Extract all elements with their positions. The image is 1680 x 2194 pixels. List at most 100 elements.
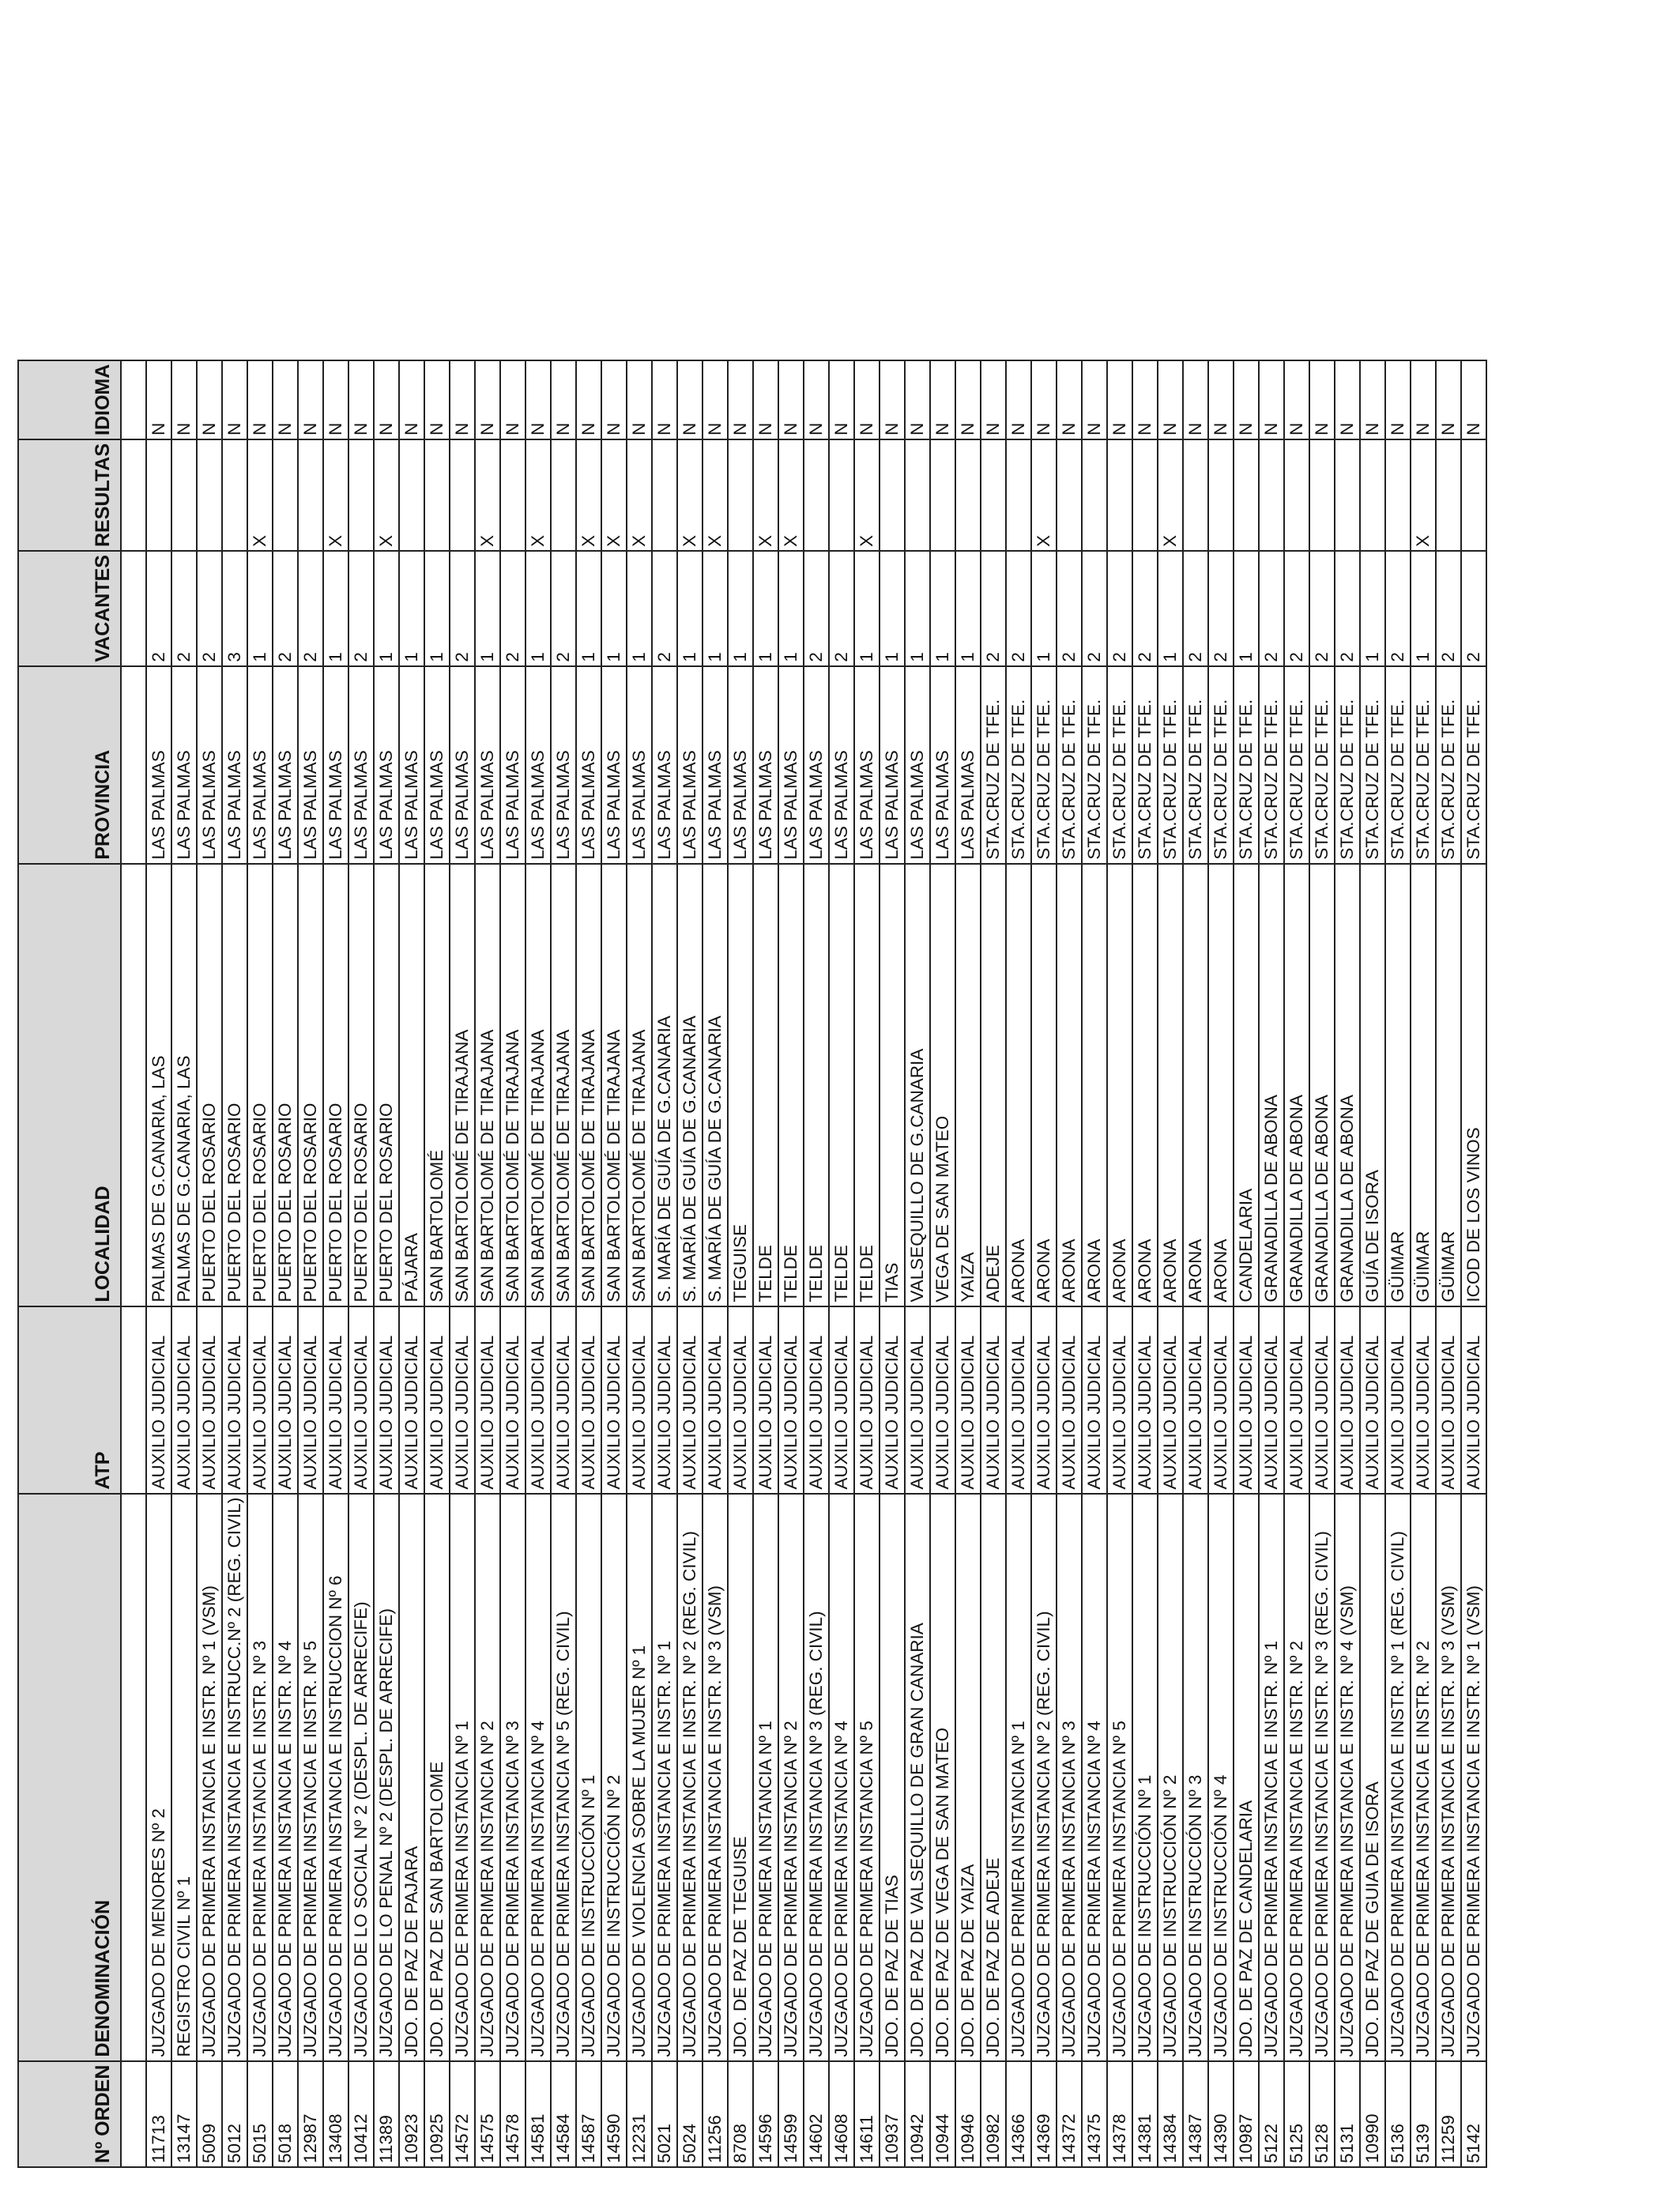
table-row: 14584 JUZGADO DE PRIMERA INSTANCIA Nº 5 (… (551, 360, 576, 2167)
idioma-cell: N (1461, 360, 1486, 439)
atp-cell: AUXILIO JUDICIAL (475, 1306, 500, 1494)
denominacion-cell: JUZGADO DE PRIMERA INSTANCIA Nº 5 (REG. … (551, 1493, 576, 2061)
orden-cell: 5018 (273, 2060, 298, 2167)
orden-cell: 10946 (955, 2060, 981, 2167)
idioma-cell: N (1234, 360, 1259, 439)
table-row: 12987 JUZGADO DE PRIMERA INSTANCIA E INST… (298, 360, 323, 2167)
resultas-cell (804, 439, 829, 551)
denominacion-cell: JUZGADO DE PRIMERA INSTANCIA E INSTRUCC.… (222, 1493, 247, 2061)
denominacion-cell: JUZGADO DE PRIMERA INSTANCIA E INSTR. Nº… (197, 1493, 222, 2061)
vacantes-cell: 1 (399, 551, 424, 666)
idioma-cell: N (652, 360, 677, 439)
idioma-cell: N (197, 360, 222, 439)
table-row: 11713 JUZGADO DE MENORES Nº 2 AUXILIO JUDI… (146, 360, 171, 2167)
header-row: Nº ORDEN DENOMINACIÓN ATP LOCALIDAD PROV… (18, 360, 121, 2167)
resultas-cell: X (601, 439, 627, 551)
provincia-cell: STA.CRUZ DE TFE. (1234, 665, 1259, 864)
table-row: 5142 JUZGADO DE PRIMERA INSTANCIA E INSTR… (1461, 360, 1486, 2167)
denominacion-cell: JUZGADO DE LO PENAL Nº 2 (DESPL. DE ARRE… (374, 1493, 399, 2061)
localidad-cell: PUERTO DEL ROSARIO (348, 863, 374, 1306)
provincia-cell: LAS PALMAS (171, 665, 197, 864)
orden-cell: 5125 (1284, 2060, 1309, 2167)
resultas-cell: X (677, 439, 703, 551)
provincia-cell: LAS PALMAS (551, 665, 576, 864)
resultas-cell: X (1411, 439, 1436, 551)
provincia-cell: STA.CRUZ DE TFE. (1031, 665, 1057, 864)
resultas-cell (171, 439, 197, 551)
orden-cell: 11713 (146, 2060, 171, 2167)
vacantes-cell: 2 (450, 551, 475, 666)
resultas-cell (1360, 439, 1385, 551)
localidad-cell: SAN BARTOLOMÉ (424, 863, 450, 1306)
denominacion-cell: JUZGADO DE PRIMERA INSTANCIA Nº 3 (REG. … (804, 1493, 829, 2061)
localidad-cell: ARONA (1158, 863, 1183, 1306)
table-row: 5018 JUZGADO DE PRIMERA INSTANCIA E INSTR… (273, 360, 298, 2167)
atp-cell: AUXILIO JUDICIAL (1309, 1306, 1335, 1494)
vacantes-cell: 2 (1132, 551, 1158, 666)
vacantes-cell: 1 (1234, 551, 1259, 666)
table-row: 14608 JUZGADO DE PRIMERA INSTANCIA Nº 4 AU… (829, 360, 854, 2167)
localidad-cell: TEGUISE (728, 863, 753, 1306)
localidad-cell: GUÍA DE ISORA (1360, 863, 1385, 1306)
denominacion-cell: JDO. DE PAZ DE GUIA DE ISORA (1360, 1493, 1385, 2061)
denominacion-cell: JDO. DE PAZ DE YAIZA (955, 1493, 981, 2061)
localidad-cell: ARONA (1082, 863, 1107, 1306)
atp-cell: AUXILIO JUDICIAL (1208, 1306, 1234, 1494)
atp-cell: AUXILIO JUDICIAL (703, 1306, 728, 1494)
idioma-cell: N (601, 360, 627, 439)
resultas-cell (1335, 439, 1360, 551)
denominacion-cell: JUZGADO DE LO SOCIAL Nº 2 (DESPL. DE ARR… (348, 1493, 374, 2061)
provincia-cell: LAS PALMAS (374, 665, 399, 864)
table-row: 14602 JUZGADO DE PRIMERA INSTANCIA Nº 3 (… (804, 360, 829, 2167)
denominacion-cell: JUZGADO DE PRIMERA INSTANCIA E INSTR. Nº… (1259, 1493, 1284, 2061)
localidad-cell: PUERTO DEL ROSARIO (247, 863, 273, 1306)
resultas-cell (728, 439, 753, 551)
vacantes-cell: 2 (348, 551, 374, 666)
spacer-row (121, 360, 146, 2167)
orden-cell: 10925 (424, 2060, 450, 2167)
denominacion-cell: JUZGADO DE VIOLENCIA SOBRE LA MUJER Nº 1 (627, 1493, 652, 2061)
atp-cell: AUXILIO JUDICIAL (298, 1306, 323, 1494)
spacer-cell (121, 360, 146, 439)
atp-cell: AUXILIO JUDICIAL (1259, 1306, 1284, 1494)
orden-cell: 14366 (1006, 2060, 1031, 2167)
localidad-cell: PUERTO DEL ROSARIO (374, 863, 399, 1306)
table-row: 5024 JUZGADO DE PRIMERA INSTANCIA E INSTR… (677, 360, 703, 2167)
provincia-cell: LAS PALMAS (475, 665, 500, 864)
orden-cell: 5128 (1309, 2060, 1335, 2167)
vacantes-cell: 2 (981, 551, 1006, 666)
localidad-cell: SAN BARTOLOMÉ DE TIRAJANA (450, 863, 475, 1306)
provincia-cell: STA.CRUZ DE TFE. (1411, 665, 1436, 864)
localidad-cell: PÁJARA (399, 863, 424, 1306)
idioma-cell: N (374, 360, 399, 439)
vacantes-cell: 1 (753, 551, 778, 666)
vacantes-cell: 2 (1183, 551, 1208, 666)
table-row: 14575 JUZGADO DE PRIMERA INSTANCIA Nº 2 AU… (475, 360, 500, 2167)
orden-cell: 11259 (1436, 2060, 1461, 2167)
localidad-cell: PUERTO DEL ROSARIO (298, 863, 323, 1306)
table-row: 14590 JUZGADO DE INSTRUCCIÓN Nº 2 AUXILIO … (601, 360, 627, 2167)
orden-cell: 5021 (652, 2060, 677, 2167)
table-row: 11389 JUZGADO DE LO PENAL Nº 2 (DESPL. DE… (374, 360, 399, 2167)
atp-cell: AUXILIO JUDICIAL (627, 1306, 652, 1494)
table-row: 14611 JUZGADO DE PRIMERA INSTANCIA Nº 5 AU… (854, 360, 880, 2167)
denominacion-cell: JUZGADO DE PRIMERA INSTANCIA E INSTRUCCI… (323, 1493, 348, 2061)
table-row: 10937 JDO. DE PAZ DE TIAS AUXILIO JUDICIAL… (880, 360, 905, 2167)
table-row: 10946 JDO. DE PAZ DE YAIZA AUXILIO JUDICIA… (955, 360, 981, 2167)
resultas-cell (930, 439, 955, 551)
provincia-cell: LAS PALMAS (601, 665, 627, 864)
localidad-cell: GÜIMAR (1436, 863, 1461, 1306)
resultas-cell: X (1158, 439, 1183, 551)
col-header-idioma: IDIOMA (18, 360, 121, 439)
vacantes-cell: 2 (171, 551, 197, 666)
vacantes-cell: 1 (1411, 551, 1436, 666)
denominacion-cell: JUZGADO DE PRIMERA INSTANCIA Nº 3 (500, 1493, 525, 2061)
provincia-cell: LAS PALMAS (247, 665, 273, 864)
provincia-cell: STA.CRUZ DE TFE. (1132, 665, 1158, 864)
table-row: 14587 JUZGADO DE INSTRUCCIÓN Nº 1 AUXILIO … (576, 360, 601, 2167)
idioma-cell: N (1082, 360, 1107, 439)
atp-cell: AUXILIO JUDICIAL (1057, 1306, 1082, 1494)
resultas-cell (273, 439, 298, 551)
orden-cell: 14375 (1082, 2060, 1107, 2167)
localidad-cell: S. MARÍA DE GUÍA DE G.CANARIA (652, 863, 677, 1306)
